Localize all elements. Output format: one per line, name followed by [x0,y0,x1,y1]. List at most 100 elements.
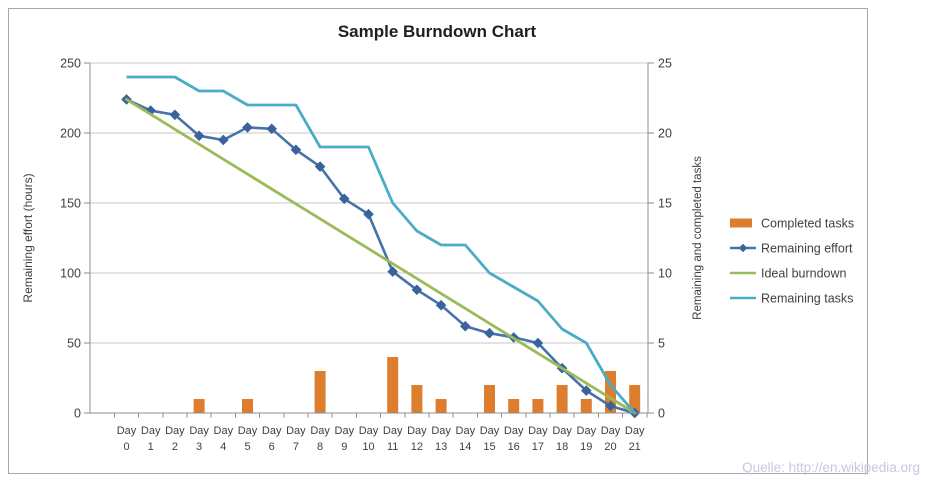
remaining-effort-marker [169,109,181,121]
x-axis-label-number: 1 [148,441,154,453]
left-axis-title: Remaining effort (hours) [21,173,35,302]
x-axis-label-word: Day [625,425,645,437]
x-axis-label-word: Day [335,425,355,437]
completed-tasks-bar-day-15 [484,385,495,413]
legend-item-label: Remaining tasks [761,292,853,306]
x-axis-label-number: 12 [411,441,423,453]
x-axis-label-word: Day [577,425,597,437]
right-axis-tick-label: 5 [658,337,665,351]
completed-tasks-bar-day-13 [435,399,447,413]
x-axis-label-number: 17 [532,441,544,453]
remaining-tasks-line [126,75,636,414]
x-axis-label-word: Day [262,425,282,437]
x-axis-label-number: 3 [196,441,202,453]
completed-tasks-bar-day-17 [532,399,544,413]
remaining-effort-marker [411,284,423,296]
right-axis-title: Remaining and completed tasks [692,156,704,320]
x-axis-label-word: Day [359,425,379,437]
left-axis-tick-label: 100 [60,267,81,281]
x-axis-label-word: Day [310,425,330,437]
completed-tasks-bar-day-11 [387,357,399,413]
remaining-effort-marker [580,385,592,396]
x-axis-label-number: 13 [435,441,447,453]
completed-tasks-bar-day-19 [580,399,592,413]
remaining-effort-marker [532,337,544,349]
remaining-effort-marker [435,299,447,311]
remaining-effort-line [125,98,636,415]
left-axis-tick-label: 150 [60,197,81,211]
remaining-effort-marker [290,144,302,156]
x-axis-label-word: Day [480,425,500,437]
x-axis-label-word: Day [165,425,185,437]
x-axis-label-word: Day [214,425,234,437]
right-axis-tick-label: 10 [658,267,672,281]
x-axis-label-number: 6 [269,441,275,453]
remaining-effort-marker [459,320,471,332]
completed-tasks-bar-day-3 [193,399,205,413]
remaining-effort-marker [266,123,278,135]
x-axis-label-number: 0 [123,441,129,453]
completed-tasks-bar-day-20 [605,371,616,413]
x-axis-label-word: Day [528,425,548,437]
x-axis-label-word: Day [286,425,306,437]
legend-item-label: Ideal burndown [761,267,847,281]
completed-tasks-bar-day-5 [242,399,253,413]
x-axis-label-number: 16 [508,441,520,453]
left-axis-tick-label: 0 [74,407,81,421]
right-axis-tick-label: 20 [658,127,672,141]
completed-tasks-bar-day-18 [556,385,568,413]
x-axis-label-word: Day [383,425,403,437]
completed-tasks-bar-day-12 [411,385,423,413]
chart-title: Sample Burndown Chart [338,22,537,41]
x-axis-label-word: Day [456,425,476,437]
x-axis-label-number: 19 [580,441,592,453]
left-axis-tick-label: 50 [67,337,81,351]
completed-tasks-bar-day-8 [314,371,326,413]
right-axis-tick-label: 15 [658,197,672,211]
right-axis-tick-label: 25 [658,57,672,71]
legend-swatch-marker [738,243,748,253]
legend-item-label: Remaining effort [761,242,853,256]
x-axis-label-word: Day [552,425,572,437]
x-axis-label-word: Day [117,425,137,437]
x-axis-label-word: Day [141,425,161,437]
legend-item-label: Completed tasks [761,217,854,231]
x-axis-label-word: Day [189,425,209,437]
x-axis-label-number: 4 [220,441,226,453]
x-axis-label-word: Day [601,425,621,437]
remaining-effort-marker [217,134,229,146]
x-axis-label-number: 11 [387,441,398,453]
remaining-effort-marker [193,130,205,142]
left-axis-tick-label: 250 [60,57,81,71]
x-axis-label-number: 9 [341,441,347,453]
remaining-effort-marker [338,193,350,205]
completed-tasks-bar-day-21 [629,385,641,413]
x-axis-label-number: 8 [317,441,323,453]
ideal-burndown-line [125,98,637,415]
x-axis-label-number: 18 [556,441,568,453]
x-axis-label-number: 14 [459,441,471,453]
x-axis-label-word: Day [504,425,524,437]
x-axis-label-number: 15 [483,441,495,453]
remaining-effort-marker [605,400,616,412]
remaining-effort-marker [484,327,495,339]
completed-tasks-bar-day-16 [508,399,520,413]
x-axis-label-number: 2 [172,441,178,453]
remaining-effort-marker [363,208,374,220]
remaining-effort-marker [314,161,326,172]
x-axis-label-number: 5 [244,441,250,453]
legend-swatch-bar [730,218,752,228]
x-axis-label-word: Day [238,425,258,437]
x-axis-label-number: 7 [293,441,299,453]
x-axis-label-number: 21 [629,441,641,453]
x-axis-label-word: Day [407,425,427,437]
x-axis-label-number: 20 [604,441,616,453]
image-border [8,8,868,474]
right-axis-tick-label: 0 [658,407,665,421]
remaining-effort-marker [387,266,399,277]
x-axis-label-number: 10 [362,441,374,453]
watermark-text: Quelle: http://en.wikipedia.org [742,460,920,475]
remaining-effort-marker [242,122,253,133]
